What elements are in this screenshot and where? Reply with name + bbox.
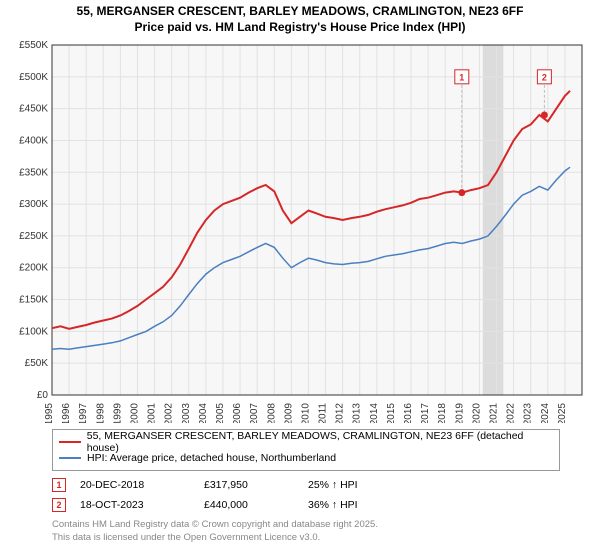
sale-row-price: £440,000 xyxy=(204,499,294,511)
y-tick-label: £150K xyxy=(19,295,48,306)
attribution-line-1: Contains HM Land Registry data © Crown c… xyxy=(52,519,560,531)
x-tick-label: 2012 xyxy=(335,403,346,423)
x-tick-label: 2004 xyxy=(198,403,209,423)
x-tick-label: 2007 xyxy=(249,403,260,423)
sale-marker-num: 1 xyxy=(459,73,464,83)
x-tick-label: 1998 xyxy=(95,403,106,423)
x-tick-label: 2009 xyxy=(283,403,294,423)
x-tick-label: 2001 xyxy=(147,403,158,423)
x-tick-label: 2011 xyxy=(318,403,329,423)
x-tick-label: 2013 xyxy=(352,403,363,423)
x-tick-label: 2002 xyxy=(164,403,175,423)
x-tick-label: 1999 xyxy=(112,403,123,423)
legend-swatch xyxy=(59,441,81,443)
sale-row-marker: 1 xyxy=(52,478,66,492)
y-tick-label: £300K xyxy=(19,199,48,210)
attribution-line-2: This data is licensed under the Open Gov… xyxy=(52,532,560,544)
chart-area: £0 £50K £100K £150K £200K £250K £300K £350K £400… xyxy=(0,37,600,423)
sale-row-pct: 36% ↑ HPI xyxy=(308,499,408,511)
legend-swatch xyxy=(59,457,81,459)
x-tick-label: 2010 xyxy=(300,403,311,423)
title-line-2: Price paid vs. HM Land Registry's House … xyxy=(10,20,590,36)
x-tick-label: 2006 xyxy=(232,403,243,423)
sale-row-date: 18-OCT-2023 xyxy=(80,499,190,511)
sale-row-marker: 2 xyxy=(52,498,66,512)
legend-box: 55, MERGANSER CRESCENT, BARLEY MEADOWS, … xyxy=(52,429,560,471)
chart-title: 55, MERGANSER CRESCENT, BARLEY MEADOWS, … xyxy=(0,0,600,37)
x-tick-label: 1996 xyxy=(61,403,72,423)
x-tick-label: 2023 xyxy=(523,403,534,423)
y-tick-label: £450K xyxy=(19,104,48,115)
x-tick-label: 2020 xyxy=(471,403,482,423)
legend-label: HPI: Average price, detached house, Nort… xyxy=(87,452,336,464)
sales-table: 1 20-DEC-2018 £317,950 25% ↑ HPI 2 18-OCT-202… xyxy=(52,475,560,515)
sale-row: 2 18-OCT-2023 £440,000 36% ↑ HPI xyxy=(52,495,560,515)
y-tick-label: £0 xyxy=(37,390,49,401)
x-tick-label: 2021 xyxy=(489,403,500,423)
shade-band xyxy=(483,45,504,395)
y-tick-label: £350K xyxy=(19,167,48,178)
x-tick-label: 2022 xyxy=(506,403,517,423)
y-tick-label: £400K xyxy=(19,136,48,147)
sale-row-price: £317,950 xyxy=(204,479,294,491)
x-tick-label: 2018 xyxy=(437,403,448,423)
legend-row: 55, MERGANSER CRESCENT, BARLEY MEADOWS, … xyxy=(59,434,553,450)
x-tick-label: 2025 xyxy=(557,403,568,423)
y-tick-label: £100K xyxy=(19,327,48,338)
x-tick-label: 1997 xyxy=(78,403,89,423)
y-tick-label: £50K xyxy=(25,358,49,369)
x-tick-label: 2000 xyxy=(129,403,140,423)
y-tick-label: £250K xyxy=(19,231,48,242)
x-tick-label: 2019 xyxy=(454,403,465,423)
sale-marker-dot xyxy=(458,189,465,196)
title-line-1: 55, MERGANSER CRESCENT, BARLEY MEADOWS, … xyxy=(10,4,590,20)
sale-row-date: 20-DEC-2018 xyxy=(80,479,190,491)
sale-row-pct: 25% ↑ HPI xyxy=(308,479,408,491)
x-tick-label: 2024 xyxy=(540,403,551,423)
x-tick-label: 2005 xyxy=(215,403,226,423)
x-tick-label: 2017 xyxy=(420,403,431,423)
chart-svg: £0 £50K £100K £150K £200K £250K £300K £350K £400… xyxy=(0,37,600,423)
sale-row: 1 20-DEC-2018 £317,950 25% ↑ HPI xyxy=(52,475,560,495)
x-tick-label: 1995 xyxy=(44,403,55,423)
y-tick-label: £500K xyxy=(19,72,48,83)
y-tick-label: £200K xyxy=(19,263,48,274)
x-tick-label: 2003 xyxy=(181,403,192,423)
sale-marker-dot xyxy=(541,112,548,119)
x-tick-label: 2008 xyxy=(266,403,277,423)
x-tick-label: 2016 xyxy=(403,403,414,423)
legend-label: 55, MERGANSER CRESCENT, BARLEY MEADOWS, … xyxy=(87,430,553,454)
sale-marker-num: 2 xyxy=(542,73,547,83)
y-tick-label: £550K xyxy=(19,40,48,51)
chart-container: 55, MERGANSER CRESCENT, BARLEY MEADOWS, … xyxy=(0,0,600,560)
x-tick-label: 2014 xyxy=(369,403,380,423)
attribution: Contains HM Land Registry data © Crown c… xyxy=(52,519,560,544)
x-tick-label: 2015 xyxy=(386,403,397,423)
